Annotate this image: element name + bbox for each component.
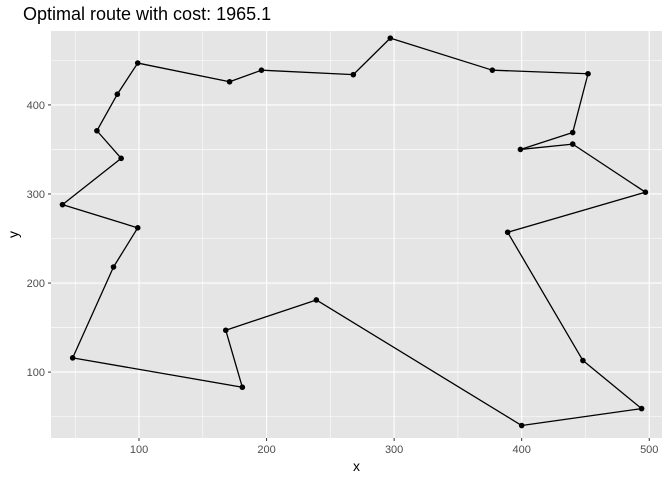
route-segment	[507, 191, 647, 233]
route-point	[350, 71, 357, 78]
route-segment	[61, 204, 139, 229]
route-segment	[572, 143, 647, 193]
route-segment	[137, 62, 231, 83]
y-tick-label: 200	[27, 278, 45, 290]
x-tick-label: 400	[513, 444, 531, 456]
route-segment	[225, 329, 243, 388]
route-point	[638, 405, 645, 412]
route-point	[134, 225, 141, 231]
route-point	[580, 357, 586, 364]
y-tick-label: 300	[27, 189, 45, 201]
route-point	[313, 297, 320, 303]
route-segment	[228, 69, 263, 83]
route-segment	[72, 357, 243, 388]
route-point	[517, 146, 524, 153]
route-point	[518, 422, 525, 429]
x-tick-label: 200	[257, 444, 275, 456]
route-segment	[315, 299, 523, 427]
route-point	[134, 60, 141, 66]
route-segment	[61, 157, 122, 206]
route-segment	[116, 62, 139, 95]
route-point	[585, 70, 591, 77]
route-point	[642, 189, 649, 195]
points-layer	[59, 35, 649, 429]
route-segment	[96, 93, 118, 132]
route-segment	[112, 227, 139, 268]
route-point	[258, 67, 265, 73]
route-segment	[582, 359, 643, 410]
route-layer	[61, 37, 647, 427]
route-segment	[572, 73, 589, 134]
route-segment	[519, 131, 574, 151]
route-segment	[507, 231, 584, 362]
x-axis-title: x	[353, 458, 360, 474]
plot-panel	[51, 31, 662, 438]
route-point	[239, 384, 246, 391]
y-axis-title: y	[5, 231, 21, 238]
x-tick-label: 300	[385, 444, 403, 456]
y-axis: 100 200 300 400	[27, 100, 51, 379]
route-point	[569, 141, 576, 147]
x-tick-label: 100	[130, 444, 148, 456]
route-point	[489, 67, 496, 73]
route-segment	[491, 69, 589, 75]
route-segment	[260, 69, 354, 76]
route-point	[114, 91, 121, 98]
route-point	[504, 229, 511, 236]
route-segment	[389, 37, 493, 71]
route-point	[118, 155, 124, 162]
grid-lines	[51, 31, 662, 438]
route-point	[387, 35, 394, 41]
y-tick-label: 400	[27, 100, 45, 112]
route-segment	[225, 299, 317, 331]
route-point	[59, 201, 66, 208]
route-point	[222, 327, 229, 334]
route-segment	[352, 37, 391, 76]
route-segment	[521, 407, 643, 427]
route-point	[69, 355, 76, 361]
y-tick-label: 100	[27, 367, 45, 379]
route-segment	[96, 130, 122, 160]
route-point	[94, 127, 100, 134]
x-axis: 100 200 300 400 500	[130, 438, 658, 456]
route-segment	[72, 266, 115, 359]
route-point	[110, 264, 117, 270]
route-point	[226, 78, 233, 85]
x-tick-label: 500	[640, 444, 658, 456]
chart-title: Optimal route with cost: 1965.1	[23, 4, 272, 24]
route-point	[569, 129, 576, 136]
route-segment	[519, 143, 574, 151]
